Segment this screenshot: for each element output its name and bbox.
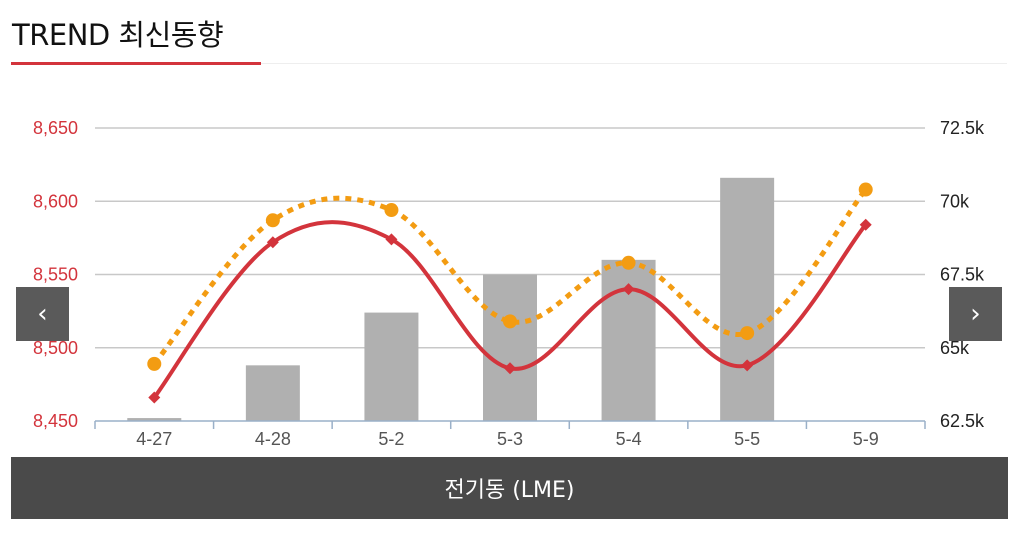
chevron-right-icon[interactable]: › — [949, 287, 1002, 341]
solid-marker — [148, 391, 161, 404]
x-tick-label: 5-5 — [734, 429, 760, 449]
footer-label: 전기동 (LME) — [444, 478, 575, 503]
left-tick-label: 8,600 — [33, 191, 78, 211]
left-tick-label: 8,550 — [33, 265, 78, 285]
right-tick-label: 72.5k — [940, 118, 985, 138]
left-tick-label: 8,450 — [33, 411, 78, 431]
left-tick-label: 8,650 — [33, 118, 78, 138]
right-tick-label: 67.5k — [940, 265, 985, 285]
x-tick-label: 5-4 — [616, 429, 642, 449]
solid-marker — [385, 233, 398, 246]
bar — [127, 418, 182, 421]
dotted-marker — [621, 255, 636, 270]
axes: 8,450 8,500 8,550 8,600 8,650 62.5k 65k 67.5k 70… — [33, 118, 985, 449]
title-underline — [11, 62, 261, 65]
bar-series — [127, 177, 775, 421]
dotted-marker — [384, 203, 399, 218]
solid-marker — [504, 362, 516, 375]
dotted-marker — [503, 314, 517, 329]
bar — [720, 177, 775, 421]
x-tick-label: 4-28 — [255, 429, 291, 449]
x-tick-label: 5-2 — [378, 429, 404, 449]
chart-caption-bar: 전기동 (LME) — [11, 457, 1008, 519]
bar — [364, 312, 419, 421]
solid-marker — [622, 283, 635, 296]
dotted-marker — [147, 356, 162, 371]
line-series — [147, 182, 873, 404]
x-tick-label: 5-3 — [497, 429, 523, 449]
solid-marker — [266, 236, 279, 249]
page-title: TREND 최신동향 — [12, 18, 224, 52]
header-divider — [261, 63, 1007, 64]
dotted-marker — [858, 182, 873, 197]
solid-marker — [741, 359, 754, 372]
right-tick-label: 62.5k — [940, 411, 985, 431]
dotted-marker — [265, 213, 280, 228]
x-tick-label: 4-27 — [136, 429, 172, 449]
bar — [483, 274, 537, 421]
x-tick-label: 5-9 — [853, 429, 879, 449]
chevron-left-icon[interactable]: ‹ — [16, 287, 69, 341]
right-tick-label: 65k — [940, 338, 970, 358]
right-tick-label: 70k — [940, 191, 970, 211]
dotted-marker — [740, 326, 755, 341]
left-tick-label: 8,500 — [33, 338, 78, 358]
solid-marker — [859, 218, 872, 231]
bar — [245, 365, 300, 421]
